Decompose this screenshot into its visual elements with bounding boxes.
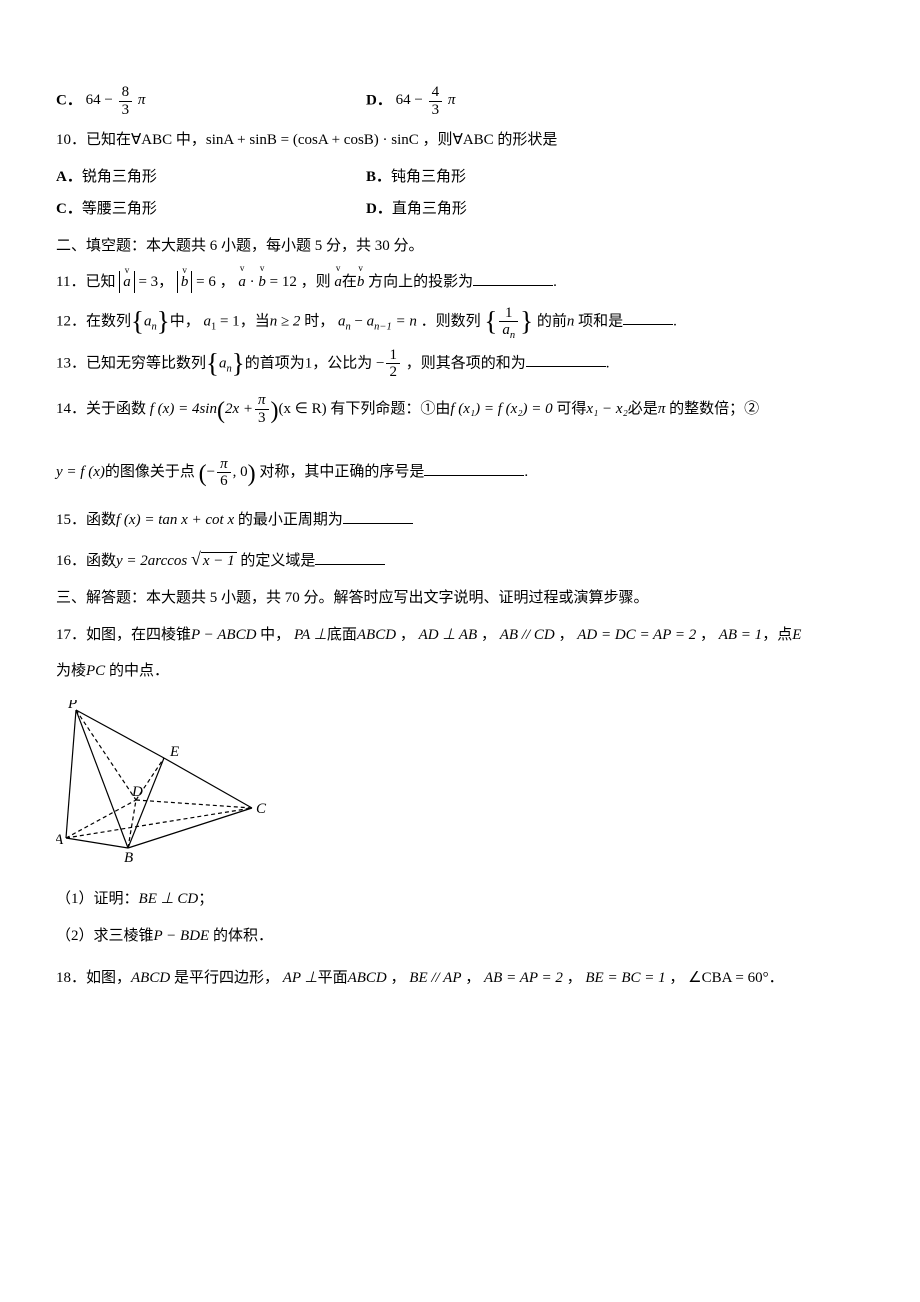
blank [343, 508, 413, 524]
sqrt: √x − 1 [191, 542, 237, 576]
svg-text:P: P [67, 700, 77, 712]
option-label: C． [56, 92, 82, 108]
blank [473, 270, 553, 286]
q9-option-c: C． 64 − 8 3 π [56, 84, 366, 118]
svg-text:E: E [169, 744, 179, 760]
blank [623, 309, 673, 325]
option-expr: 64 − 8 3 π [86, 92, 146, 108]
q10-option-c: C．等腰三角形 [56, 195, 366, 224]
q14-line1: 14．关于函数 f (x) = 4sin(2x +π3)(x ∈ R) 有下列命… [56, 389, 864, 435]
q17-stem: 17．如图，在四棱锥P − ABCD 中， PA ⊥底面ABCD ， AD ⊥ … [56, 621, 864, 650]
q10-option-d: D．直角三角形 [366, 195, 864, 224]
q13: 13．已知无穷等比数列{an}的首项为1，公比为 −12 ，则其各项的和为. [56, 347, 864, 381]
blank [315, 549, 385, 565]
q15: 15．函数f (x) = tan x + cot x 的最小正周期为 [56, 506, 864, 535]
fraction: 12 [386, 347, 400, 381]
fraction: 1an [499, 305, 518, 339]
blank [424, 460, 524, 476]
svg-text:D: D [131, 784, 143, 800]
svg-text:A: A [56, 832, 64, 848]
q10-stem: 10．已知在∀ABC 中，sinA + sinB = (cosA + cosB)… [56, 126, 864, 155]
abs-b: b [177, 271, 193, 293]
q17-part1: （1）证明：BE ⊥ CD； [56, 885, 864, 914]
q17-diagram: P A B C D E [56, 700, 864, 876]
fraction: π6 [217, 456, 231, 490]
q9-option-d: D． 64 − 4 3 π [366, 84, 864, 118]
q16: 16．函数y = 2arccos √x − 1 的定义域是 [56, 542, 864, 576]
fraction: 8 3 [119, 84, 133, 118]
fraction: π3 [255, 392, 269, 426]
option-expr: 64 − 4 3 π [396, 92, 456, 108]
abs-a: a [119, 271, 135, 293]
q10-option-b: B．钝角三角形 [366, 163, 864, 192]
q17-stem-line2: 为棱PC 的中点． [56, 657, 864, 686]
blank [526, 351, 606, 367]
q18-stem: 18．如图，ABCD 是平行四边形， AP ⊥平面ABCD ， BE // AP… [56, 964, 864, 993]
option-label: D． [366, 92, 392, 108]
q9-options-row: C． 64 − 8 3 π D． 64 − 4 3 π [56, 84, 864, 118]
q10-option-a: A．锐角三角形 [56, 163, 366, 192]
svg-text:B: B [124, 850, 133, 865]
q10-options-row1: A．锐角三角形 B．钝角三角形 [56, 163, 864, 192]
section-2-heading: 二、填空题：本大题共 6 小题，每小题 5 分，共 30 分。 [56, 232, 864, 261]
svg-text:C: C [256, 801, 267, 817]
section-3-heading: 三、解答题：本大题共 5 小题，共 70 分。解答时应写出文字说明、证明过程或演… [56, 584, 864, 613]
q17-part2: （2）求三棱锥P − BDE 的体积． [56, 922, 864, 951]
q10-options-row2: C．等腰三角形 D．直角三角形 [56, 195, 864, 224]
pyramid-svg: P A B C D E [56, 700, 276, 865]
q12: 12．在数列{an}中， a1 = 1，当n ≥ 2 时， an − an−1 … [56, 305, 864, 339]
q14-line2: y = f (x)的图像关于点 (−π6, 0) 对称，其中正确的序号是. [56, 452, 864, 498]
fraction: 4 3 [429, 84, 443, 118]
q11: 11．已知 a = 3， b = 6 ， a · b = 12 ，则 a在b 方… [56, 268, 864, 297]
